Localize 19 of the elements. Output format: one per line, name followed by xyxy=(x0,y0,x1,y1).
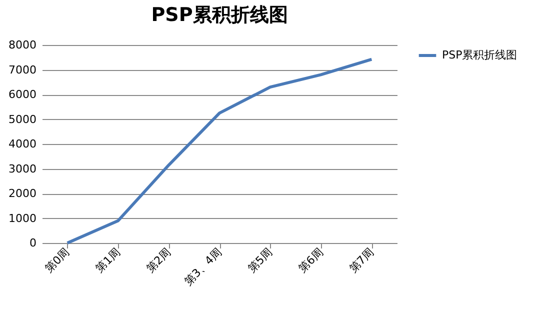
y-tick-label: 8000 xyxy=(8,38,36,52)
y-tick-label: 4000 xyxy=(8,138,36,150)
x-tick-label: 第2周 xyxy=(144,246,174,276)
legend-label: PSP累积折线图 xyxy=(442,48,518,62)
x-tick-label: 第0周 xyxy=(42,246,72,276)
x-tick-label: 第7周 xyxy=(346,246,376,276)
y-tick-label: 6000 xyxy=(8,88,36,101)
x-tick-label: 第5周 xyxy=(245,246,275,276)
chart-title: PSP累积折线图 xyxy=(151,4,288,26)
x-tick-label: 第3、4周 xyxy=(182,246,224,288)
y-tick-label: 2000 xyxy=(8,187,36,200)
x-tick-label: 第1周 xyxy=(93,246,123,276)
y-tick-label: 1000 xyxy=(8,212,36,225)
y-tick-label: 0 xyxy=(30,236,36,250)
y-tick-label: 3000 xyxy=(8,162,36,176)
line-series xyxy=(66,58,374,244)
y-tick-label: 7000 xyxy=(8,63,36,76)
y-tick-label: 5000 xyxy=(8,112,36,126)
x-tick-label: 第6周 xyxy=(296,246,326,276)
